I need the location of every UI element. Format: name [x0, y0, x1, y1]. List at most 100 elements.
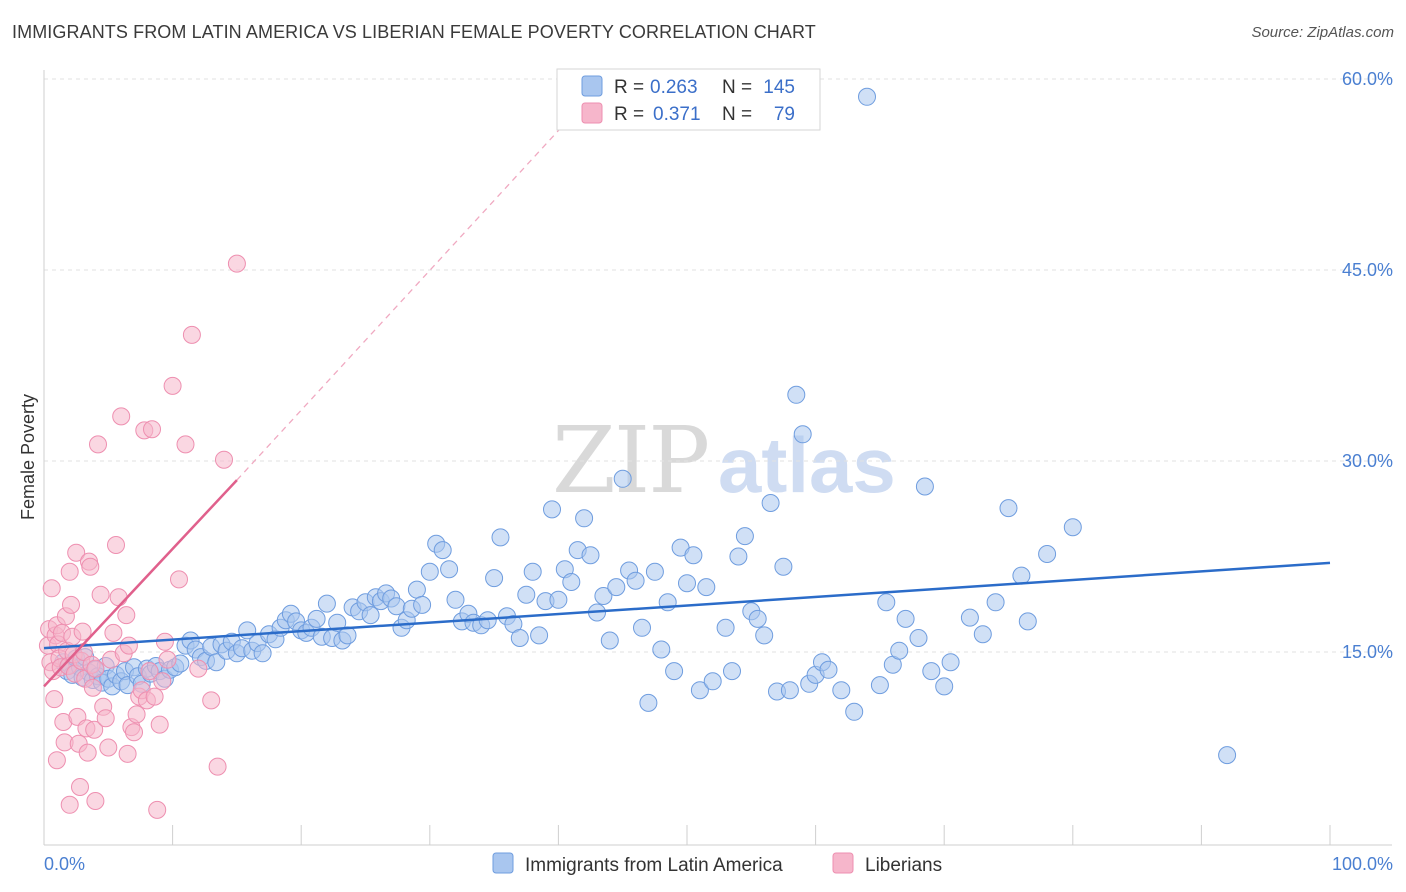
immigrants-point-153 [973, 625, 992, 644]
y-tick-label-15: 15.0% [1342, 642, 1393, 662]
immigrants-point-99 [562, 573, 581, 591]
stats-r-label-0: R = [614, 77, 644, 98]
y-axis-title: Female Poverty [18, 394, 38, 520]
immigrants-point-71 [387, 597, 406, 616]
immigrants-point-123 [723, 662, 741, 681]
liberians-point-18 [62, 595, 80, 614]
immigrants-point-122 [716, 618, 735, 637]
immigrants-point-121 [703, 672, 722, 691]
liberians-point-5 [45, 690, 64, 709]
immigrants-point-88 [491, 528, 510, 547]
immigrants-point-128 [755, 626, 774, 645]
liberians-point-42 [99, 738, 118, 757]
immigrants-point-156 [1012, 566, 1031, 585]
immigrants-point-66 [361, 606, 380, 625]
stats-n-label-1: N = [722, 104, 752, 125]
liberians-point-62 [150, 715, 169, 734]
immigrants-point-134 [793, 425, 812, 444]
liberians-point-72 [208, 757, 227, 776]
immigrants-point-76 [413, 595, 432, 614]
immigrants-point-58 [317, 594, 336, 613]
immigrants-point-138 [819, 660, 838, 679]
chart-title: IMMIGRANTS FROM LATIN AMERICA VS LIBERIA… [12, 22, 816, 42]
immigrants-point-155 [999, 499, 1018, 518]
liberians-point-76 [60, 795, 79, 814]
immigrants-point-118 [684, 546, 703, 565]
liberians-point-75 [47, 751, 66, 770]
immigrants-point-113 [652, 640, 671, 659]
immigrants-point-111 [639, 693, 658, 712]
liberians-point-61 [148, 800, 167, 819]
liberians-point-77 [86, 792, 105, 810]
stats-legend-swatch-blue [581, 75, 603, 97]
y-tick-labels: 15.0% 30.0% 45.0% 60.0% [1342, 69, 1393, 662]
immigrants-point-141 [858, 87, 876, 106]
x-tick-label-min: 0.0% [44, 854, 85, 874]
source-label: Source: ZipAtlas.com [1251, 24, 1394, 41]
liberians-point-65 [158, 650, 177, 669]
immigrants-point-102 [581, 546, 600, 565]
liberians-point-78 [118, 744, 137, 763]
immigrants-point-124 [729, 547, 748, 566]
liberians-point-52 [125, 723, 143, 742]
series-legend-label-liberians: Liberians [865, 855, 942, 876]
immigrants-point-159 [1063, 518, 1082, 537]
immigrants-point-94 [530, 626, 549, 645]
stats-r-label-1: R = [614, 104, 644, 125]
liberians-point-44 [104, 623, 123, 642]
immigrants-point-147 [909, 629, 928, 647]
liberians-point-22 [67, 543, 86, 562]
immigrants-point-80 [440, 560, 459, 579]
immigrants-point-106 [607, 578, 626, 597]
immigrants-point-139 [832, 681, 851, 700]
stats-legend-swatch-pink [581, 102, 603, 124]
immigrants-point-127 [748, 609, 767, 628]
immigrants-point-142 [870, 676, 889, 695]
immigrants-point-152 [960, 608, 979, 627]
series-legend-label-immigrants: Immigrants from Latin America [525, 855, 783, 876]
y-tick-label-60: 60.0% [1342, 69, 1393, 89]
liberians-point-58 [140, 662, 159, 681]
immigrants-point-145 [890, 641, 909, 660]
series-immigrants-points [54, 87, 1237, 765]
immigrants-point-115 [665, 662, 684, 681]
stats-r-value-0: 0.263 [650, 77, 698, 98]
immigrants-point-154 [986, 593, 1005, 612]
immigrants-point-131 [774, 557, 793, 576]
axes [43, 70, 1392, 846]
liberians-point-17 [60, 562, 79, 581]
liberians-point-69 [182, 325, 201, 344]
immigrants-point-46 [253, 644, 272, 663]
liberians-point-27 [73, 622, 92, 641]
immigrants-point-112 [645, 562, 664, 581]
liberians-point-3 [42, 579, 61, 598]
immigrants-point-129 [761, 494, 780, 512]
immigrants-point-87 [485, 569, 504, 588]
immigrants-point-158 [1038, 545, 1057, 563]
liberians-point-25 [71, 778, 89, 796]
trend-line-liberians-extension [236, 123, 566, 481]
liberians-point-38 [89, 435, 107, 454]
liberians-point-47 [112, 407, 131, 426]
stats-r-value-1: 0.371 [653, 104, 701, 125]
liberians-point-73 [215, 450, 233, 469]
immigrants-point-101 [575, 509, 594, 528]
liberians-point-70 [189, 659, 208, 678]
liberians-point-36 [85, 720, 104, 739]
immigrants-point-125 [735, 527, 754, 546]
liberians-point-59 [143, 420, 161, 439]
x-tick-label-max: 100.0% [1332, 854, 1393, 874]
stats-n-value-1: 79 [774, 104, 795, 125]
stats-n-value-0: 145 [763, 77, 795, 98]
series-liberians-points [38, 254, 246, 819]
liberians-point-68 [176, 435, 195, 454]
immigrants-point-146 [896, 609, 915, 628]
liberians-point-45 [107, 536, 125, 554]
immigrants-point-110 [633, 618, 651, 637]
immigrants-point-92 [517, 585, 536, 604]
immigrants-point-140 [845, 702, 864, 721]
liberians-point-31 [78, 743, 97, 762]
liberians-point-74 [227, 254, 246, 273]
immigrants-point-132 [780, 681, 799, 700]
immigrants-point-151 [941, 653, 960, 672]
